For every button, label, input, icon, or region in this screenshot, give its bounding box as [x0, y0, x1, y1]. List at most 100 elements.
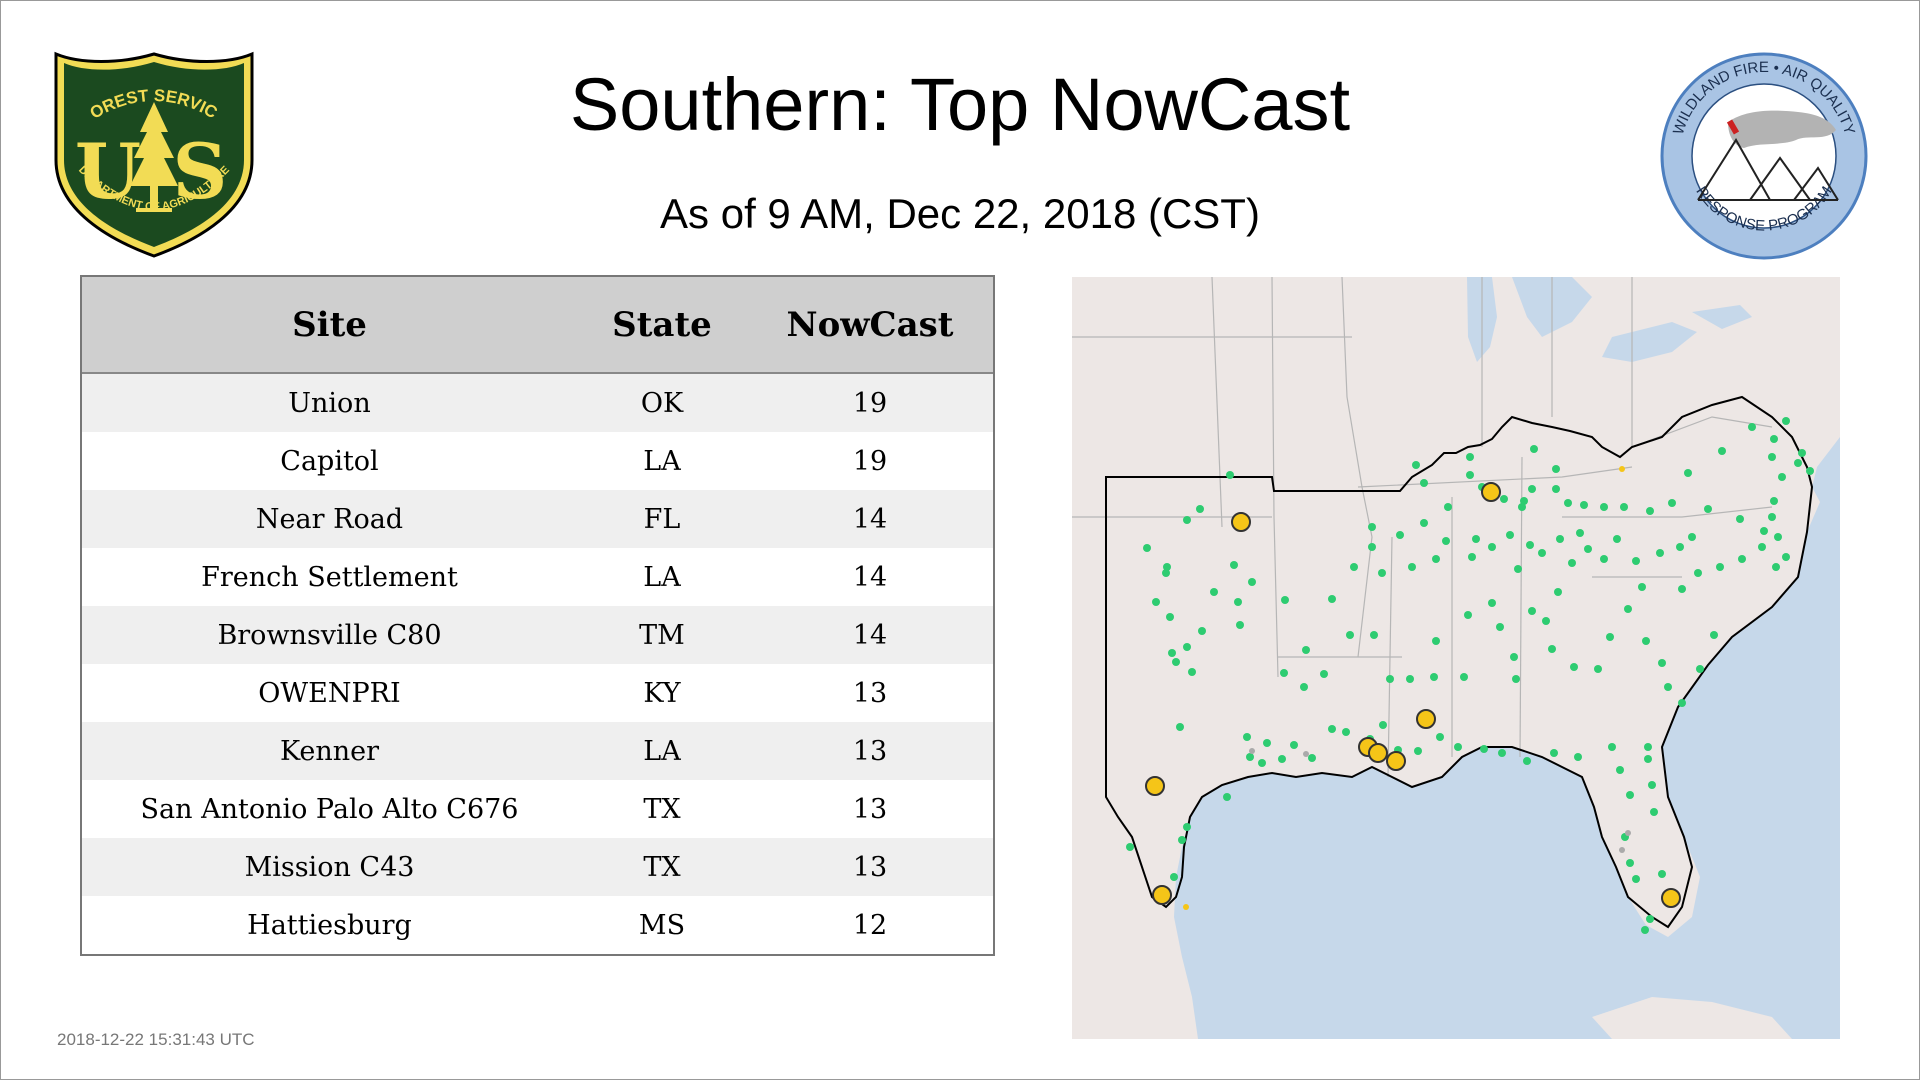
- site-marker: [1641, 926, 1649, 934]
- site-marker: [1632, 875, 1640, 883]
- site-marker: [1280, 669, 1288, 677]
- site-marker: [1420, 479, 1428, 487]
- site-marker: [1249, 748, 1255, 754]
- site-marker: [1386, 675, 1394, 683]
- site-cell: San Antonio Palo Alto C676: [82, 780, 577, 838]
- moderate-markers: [1145, 482, 1681, 908]
- site-marker: [1676, 543, 1684, 551]
- site-marker: [1760, 527, 1768, 535]
- site-marker: [1656, 549, 1664, 557]
- column-header-state: State: [577, 277, 747, 373]
- site-marker: [1626, 791, 1634, 799]
- site-marker: [1512, 675, 1520, 683]
- table-row: San Antonio Palo Alto C676 TX 13: [82, 780, 993, 838]
- site-marker: [1183, 516, 1191, 524]
- site-marker: [1368, 543, 1376, 551]
- site-marker: [1500, 495, 1508, 503]
- page-subtitle: As of 9 AM, Dec 22, 2018 (CST): [660, 190, 1260, 237]
- map-land: [1072, 277, 1840, 1039]
- site-marker: [1518, 503, 1526, 511]
- site-marker: [1678, 585, 1686, 593]
- site-marker: [1436, 733, 1444, 741]
- site-marker: [1542, 617, 1550, 625]
- site-marker: [1600, 503, 1608, 511]
- site-marker: [1646, 507, 1654, 515]
- site-marker: [1770, 497, 1778, 505]
- table-row: Brownsville C80 TM 14: [82, 606, 993, 664]
- site-cell: Kenner: [82, 722, 577, 780]
- site-marker: [1616, 766, 1624, 774]
- site-cell: Near Road: [82, 490, 577, 548]
- site-marker: [1619, 847, 1625, 853]
- site-marker: [1258, 759, 1266, 767]
- site-marker: [1782, 553, 1790, 561]
- site-marker: [1528, 607, 1536, 615]
- site-marker: [1606, 633, 1614, 641]
- site-marker: [1303, 751, 1309, 757]
- site-marker: [1538, 549, 1546, 557]
- site-marker: [1328, 725, 1336, 733]
- site-marker: [1234, 598, 1242, 606]
- site-marker: [1126, 843, 1134, 851]
- site-marker: [1704, 505, 1712, 513]
- smoke-plume-icon: [1726, 110, 1836, 148]
- pine-tree-icon: [130, 102, 178, 212]
- site-marker: [1466, 453, 1474, 461]
- site-marker: [1176, 723, 1184, 731]
- site-marker: [1408, 563, 1416, 571]
- state-cell: LA: [577, 432, 747, 490]
- site-marker: [1650, 808, 1658, 816]
- site-marker: [1464, 611, 1472, 619]
- site-marker: [1498, 749, 1506, 757]
- nowcast-cell: 13: [747, 780, 993, 838]
- map-lake: [1602, 322, 1697, 362]
- state-cell: OK: [577, 373, 747, 432]
- state-cell: FL: [577, 490, 747, 548]
- table-row: French Settlement LA 14: [82, 548, 993, 606]
- site-marker: [1183, 823, 1191, 831]
- site-marker: [1432, 637, 1440, 645]
- site-marker: [1263, 739, 1271, 747]
- site-marker: [1145, 776, 1165, 796]
- site-marker: [1368, 743, 1388, 763]
- site-marker: [1163, 563, 1171, 571]
- site-marker: [1386, 751, 1406, 771]
- site-marker: [1496, 623, 1504, 631]
- site-marker: [1481, 482, 1501, 502]
- site-marker: [1619, 466, 1625, 472]
- site-marker: [1170, 873, 1178, 881]
- state-cell: LA: [577, 548, 747, 606]
- site-marker: [1778, 473, 1786, 481]
- table-row: Kenner LA 13: [82, 722, 993, 780]
- site-marker: [1432, 555, 1440, 563]
- site-marker: [1794, 459, 1802, 467]
- site-marker: [1644, 755, 1652, 763]
- site-marker: [1168, 649, 1176, 657]
- site-marker: [1370, 631, 1378, 639]
- site-marker: [1454, 743, 1462, 751]
- site-marker: [1688, 533, 1696, 541]
- site-marker: [1231, 512, 1251, 532]
- site-marker: [1166, 613, 1174, 621]
- site-cell: Capitol: [82, 432, 577, 490]
- site-marker: [1552, 465, 1560, 473]
- state-cell: TX: [577, 780, 747, 838]
- site-marker: [1248, 578, 1256, 586]
- site-marker: [1162, 569, 1170, 577]
- site-marker: [1510, 653, 1518, 661]
- site-marker: [1642, 637, 1650, 645]
- column-header-site: Site: [82, 277, 577, 373]
- site-marker: [1570, 663, 1578, 671]
- site-marker: [1480, 745, 1488, 753]
- state-cell: MS: [577, 896, 747, 954]
- site-marker: [1716, 563, 1724, 571]
- site-marker: [1576, 529, 1584, 537]
- site-marker: [1770, 435, 1778, 443]
- site-cell: French Settlement: [82, 548, 577, 606]
- site-marker: [1548, 645, 1556, 653]
- site-marker: [1172, 658, 1180, 666]
- site-marker: [1368, 523, 1376, 531]
- site-marker: [1328, 595, 1336, 603]
- site-marker: [1664, 683, 1672, 691]
- site-marker: [1183, 643, 1191, 651]
